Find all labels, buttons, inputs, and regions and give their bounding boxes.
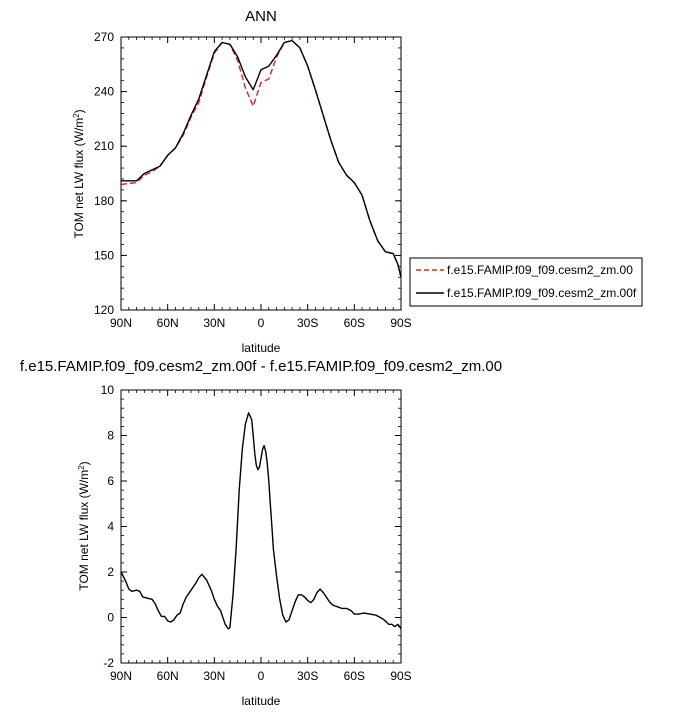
top-y-axis-label: TOM net LW flux (W/m2) — [72, 109, 86, 238]
x-tick-label: 90S — [390, 316, 411, 330]
bottom-plot-frame — [120, 389, 402, 664]
y-tick-label: -2 — [103, 656, 114, 670]
x-tick-label: 90S — [390, 669, 411, 683]
bottom-panel: f.e15.FAMIP.f09_f09.cesm2_zm.00f - f.e15… — [20, 358, 502, 708]
y-tick-label: 150 — [94, 248, 114, 262]
legend-box — [409, 257, 643, 307]
y-tick-label: 120 — [94, 303, 114, 317]
bottom-x-axis-label: latitude — [242, 694, 281, 708]
series-line-2 — [121, 39, 402, 278]
y-tick-label: 10 — [101, 383, 115, 397]
top-plot-frame — [120, 36, 402, 311]
y-tick-label: 4 — [107, 520, 114, 534]
y-tick-label: 0 — [107, 611, 114, 625]
x-tick-label: 30N — [203, 316, 225, 330]
x-tick-label: 30S — [297, 669, 318, 683]
legend-label-series-2: f.e15.FAMIP.f09_f09.cesm2_zm.00f — [447, 286, 637, 300]
y-tick-label: 2 — [107, 565, 114, 579]
x-tick-label: 60N — [157, 316, 179, 330]
legend: f.e15.FAMIP.f09_f09.cesm2_zm.00 f.e15.FA… — [409, 257, 643, 307]
top-ticks: 90N 60N 30N 0 30S 60S 90S 120 150 180 210 240 270 — [94, 30, 412, 330]
series-line-1 — [120, 412, 402, 630]
x-tick-label: 30S — [297, 316, 318, 330]
x-tick-label: 60S — [344, 669, 365, 683]
legend-label-series-1: f.e15.FAMIP.f09_f09.cesm2_zm.00 — [447, 263, 633, 277]
series-line-1 — [120, 39, 402, 278]
y-tick-label: 8 — [107, 429, 114, 443]
y-tick-label: 6 — [107, 474, 114, 488]
x-tick-label: 60N — [157, 669, 179, 683]
x-tick-label: 90N — [110, 669, 132, 683]
y-tick-label: 180 — [94, 194, 114, 208]
bottom-ticks: 90N 60N 30N 0 30S 60S 90S -2 0 2 4 6 8 10 — [101, 383, 412, 683]
y-tick-label: 210 — [94, 139, 114, 153]
top-series — [120, 39, 402, 278]
x-tick-label: 0 — [258, 669, 265, 683]
top-x-axis-label: latitude — [242, 341, 281, 355]
bottom-series — [120, 412, 402, 630]
y-tick-label: 270 — [94, 30, 114, 44]
top-title: ANN — [245, 8, 277, 25]
y-tick-label: 240 — [94, 85, 114, 99]
top-panel: ANN TOM net LW flux (W/m2) 90N 60N 30N 0 30S… — [72, 8, 643, 355]
x-tick-label: 90N — [110, 316, 132, 330]
bottom-title: f.e15.FAMIP.f09_f09.cesm2_zm.00f - f.e15… — [20, 358, 502, 375]
x-tick-label: 30N — [203, 669, 225, 683]
x-tick-label: 0 — [258, 316, 265, 330]
bottom-y-axis-label: TOM net LW flux (W/m2) — [77, 461, 91, 590]
x-tick-label: 60S — [344, 316, 365, 330]
